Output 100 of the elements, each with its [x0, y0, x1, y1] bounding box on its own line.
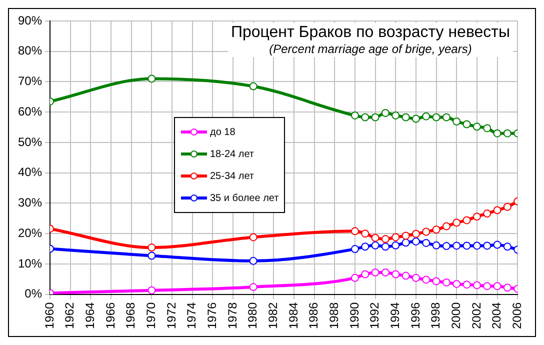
- point: [422, 228, 430, 236]
- x-tick-label: 1978: [225, 302, 240, 330]
- point: [472, 122, 481, 131]
- x-tick-label: 1970: [144, 302, 158, 330]
- chart-title: Процент Браков по возрасту невесты: [230, 24, 510, 42]
- x-tick-label: 1972: [164, 302, 178, 330]
- point: [483, 282, 492, 290]
- x-tick-label: 2006: [510, 302, 524, 330]
- y-tick-label: 90%: [18, 13, 42, 28]
- point: [422, 238, 430, 247]
- point: [493, 240, 502, 249]
- x-tick-label: 2004: [490, 302, 504, 330]
- point: [462, 120, 471, 128]
- x-tick-label: 1986: [306, 302, 321, 330]
- point: [412, 114, 420, 123]
- legend-label: до 18: [210, 126, 236, 138]
- point: [442, 242, 450, 250]
- point: [412, 237, 420, 246]
- x-tick-label: 1962: [62, 302, 77, 330]
- point: [452, 242, 461, 250]
- point: [452, 218, 461, 227]
- y-tick-label: 10%: [18, 256, 42, 270]
- y-tick-label: 40%: [18, 165, 42, 180]
- point: [422, 112, 430, 120]
- point: [381, 268, 390, 276]
- point: [361, 113, 370, 122]
- point: [472, 281, 481, 290]
- point: [432, 277, 440, 286]
- point: [371, 268, 380, 276]
- x-tick-label: 1996: [408, 302, 422, 330]
- point: [503, 242, 512, 251]
- point: [402, 113, 410, 122]
- x-tick-label: 1990: [347, 302, 362, 330]
- point: [422, 276, 430, 284]
- point: [361, 230, 370, 238]
- legend-label: 25-34 лет: [210, 170, 254, 182]
- x-tick-label: 1968: [124, 302, 138, 330]
- point: [493, 129, 502, 138]
- y-tick-label: 50%: [18, 134, 42, 149]
- point: [381, 242, 390, 251]
- text: (Percent marriage age of brige, years): [268, 42, 473, 56]
- x-tick-label: 1994: [388, 302, 402, 330]
- point: [361, 270, 370, 278]
- x-tick-label: 1960: [42, 302, 56, 330]
- x-tick-label: 1976: [204, 302, 219, 330]
- point: [462, 216, 471, 224]
- legend-label: 35 и более лет: [210, 192, 279, 204]
- point: [350, 274, 359, 282]
- point: [381, 235, 390, 244]
- x-tick-label: 1998: [428, 302, 443, 330]
- point: [462, 242, 471, 250]
- point: [483, 210, 492, 218]
- point: [483, 242, 492, 250]
- point: [472, 242, 481, 250]
- point: [350, 111, 359, 120]
- y-tick-label: 60%: [18, 104, 42, 118]
- point: [381, 109, 390, 118]
- point: [442, 222, 450, 230]
- point: [442, 113, 450, 122]
- point: [361, 242, 370, 251]
- point: [483, 124, 492, 132]
- point: [402, 238, 410, 247]
- point: [472, 212, 481, 221]
- point: [371, 113, 380, 122]
- point: [371, 241, 380, 250]
- point: [503, 129, 512, 138]
- point: [402, 232, 410, 240]
- point: [432, 113, 440, 122]
- x-tick-label: 2000: [448, 302, 463, 330]
- point: [432, 226, 440, 234]
- x-tick-label: 1964: [82, 302, 97, 330]
- point: [412, 230, 420, 238]
- point: [493, 282, 502, 290]
- point: [412, 274, 420, 282]
- point: [392, 111, 400, 120]
- point: [148, 244, 156, 252]
- point: [452, 118, 461, 126]
- point: [392, 241, 400, 250]
- x-tick-label: 1984: [286, 302, 300, 330]
- point: [442, 278, 450, 286]
- y-tick-label: 80%: [18, 44, 42, 58]
- x-tick-label: 1982: [266, 302, 280, 330]
- legend-label: 18-24 лет: [210, 148, 254, 160]
- point: [148, 286, 156, 294]
- point: [249, 233, 258, 242]
- point: [350, 227, 359, 236]
- y-tick-label: 0%: [24, 286, 42, 301]
- y-tick-label: 70%: [18, 74, 42, 88]
- x-tick-label: 1992: [368, 302, 382, 330]
- point: [503, 202, 512, 211]
- point: [249, 82, 258, 90]
- x-tick-label: 1966: [103, 302, 118, 330]
- point: [371, 234, 380, 242]
- point: [392, 270, 400, 278]
- point: [402, 272, 410, 280]
- point: [503, 284, 512, 292]
- point: [249, 283, 258, 292]
- point: [493, 206, 502, 214]
- y-tick-label: 30%: [18, 196, 42, 210]
- point: [392, 233, 400, 242]
